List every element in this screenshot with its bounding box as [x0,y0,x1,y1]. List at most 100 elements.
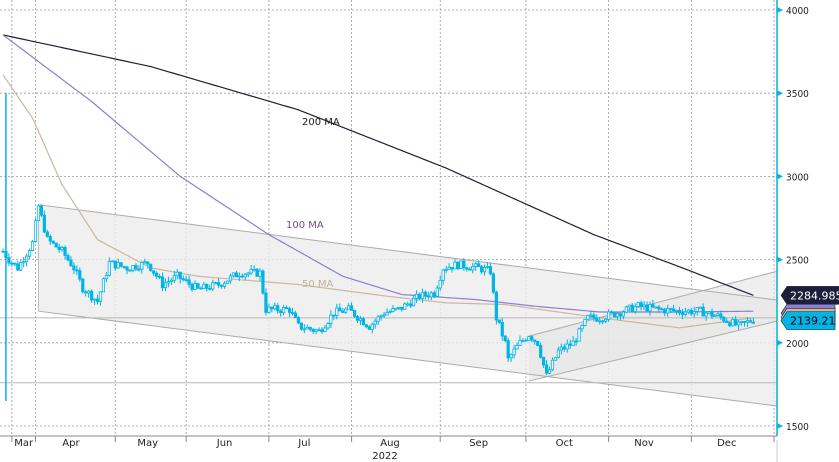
candle-body [87,290,91,294]
candle-body [36,205,41,222]
candle [234,270,238,278]
candle-body [258,270,262,277]
candle-body [311,328,315,332]
candle-body [42,214,46,233]
candle [565,339,569,353]
candle-body [586,314,590,320]
x-tick-label: Jun [216,438,233,449]
candle [299,322,303,331]
candle [335,303,339,320]
candle [518,335,522,346]
candle-body [290,312,295,314]
200-ma-line [2,34,754,296]
candle [683,307,688,317]
candle-body [214,282,218,284]
candle [695,307,699,316]
candle-body [205,283,209,289]
candle [666,304,670,317]
candle-body [131,265,135,271]
candle-body [358,318,363,321]
candle [264,288,268,316]
candle [598,316,602,325]
candle [615,312,620,320]
candle [157,273,162,279]
candle [361,316,366,326]
candle [125,265,129,275]
candle-body [491,273,495,293]
candle-body [264,292,268,313]
candle [81,277,85,294]
candle [385,308,389,316]
candle-body [296,317,301,324]
candle-body [636,302,640,307]
candle-body [196,283,200,289]
candle [515,342,519,350]
candle-body [160,276,165,289]
candle [90,289,94,303]
candle-body [338,307,342,312]
y-tick-marker [777,256,783,263]
candle [553,357,558,361]
candle-body [78,270,82,280]
x-tick-label: Nov [634,438,654,449]
candle [627,304,631,312]
candle [267,303,271,314]
candle [704,311,708,321]
candle [119,262,123,268]
candle-body [45,231,49,237]
candle [394,307,398,311]
candle-body [710,311,714,317]
candle-body [683,311,688,315]
candle [326,322,330,331]
candle-body [660,308,664,311]
candle-body [580,325,584,330]
candle [279,308,283,317]
candle-body [479,266,484,273]
candle-body [155,272,159,277]
candle-body [618,313,623,317]
candle-body [246,272,250,275]
candle [225,280,230,284]
candle [533,339,537,345]
candle [686,308,690,315]
candle [491,272,495,295]
candle [527,335,531,341]
candle-body [92,298,97,301]
x-tick-label: Oct [556,438,573,449]
candle-body [414,293,419,299]
candle-body [270,306,274,310]
candle-body [237,275,241,278]
candle [663,307,667,317]
candle [237,272,241,282]
candle [403,302,407,310]
candle-body [423,291,428,296]
candle [352,309,357,319]
candle-body [530,336,534,341]
candle [152,270,156,277]
candle-body [595,317,599,322]
candle-body [432,292,436,297]
candle-body [474,263,478,267]
candle [107,257,111,277]
candle-body [471,266,475,271]
candle-body [639,302,643,307]
candle [689,307,693,316]
candle-body [645,304,649,312]
candle [736,319,741,330]
candle [338,303,342,312]
candle [583,318,587,327]
candle [332,314,336,320]
candle [592,312,596,322]
candle [400,306,404,312]
candle-body [352,309,357,317]
candle-body [577,328,581,342]
candle-body [81,278,85,293]
candle [482,264,487,276]
candle-body [39,205,44,216]
candle-body [240,275,244,278]
candle [645,301,649,313]
candle [479,264,484,275]
candle-body [444,269,448,271]
candle-body [60,247,64,251]
candle [429,291,433,301]
